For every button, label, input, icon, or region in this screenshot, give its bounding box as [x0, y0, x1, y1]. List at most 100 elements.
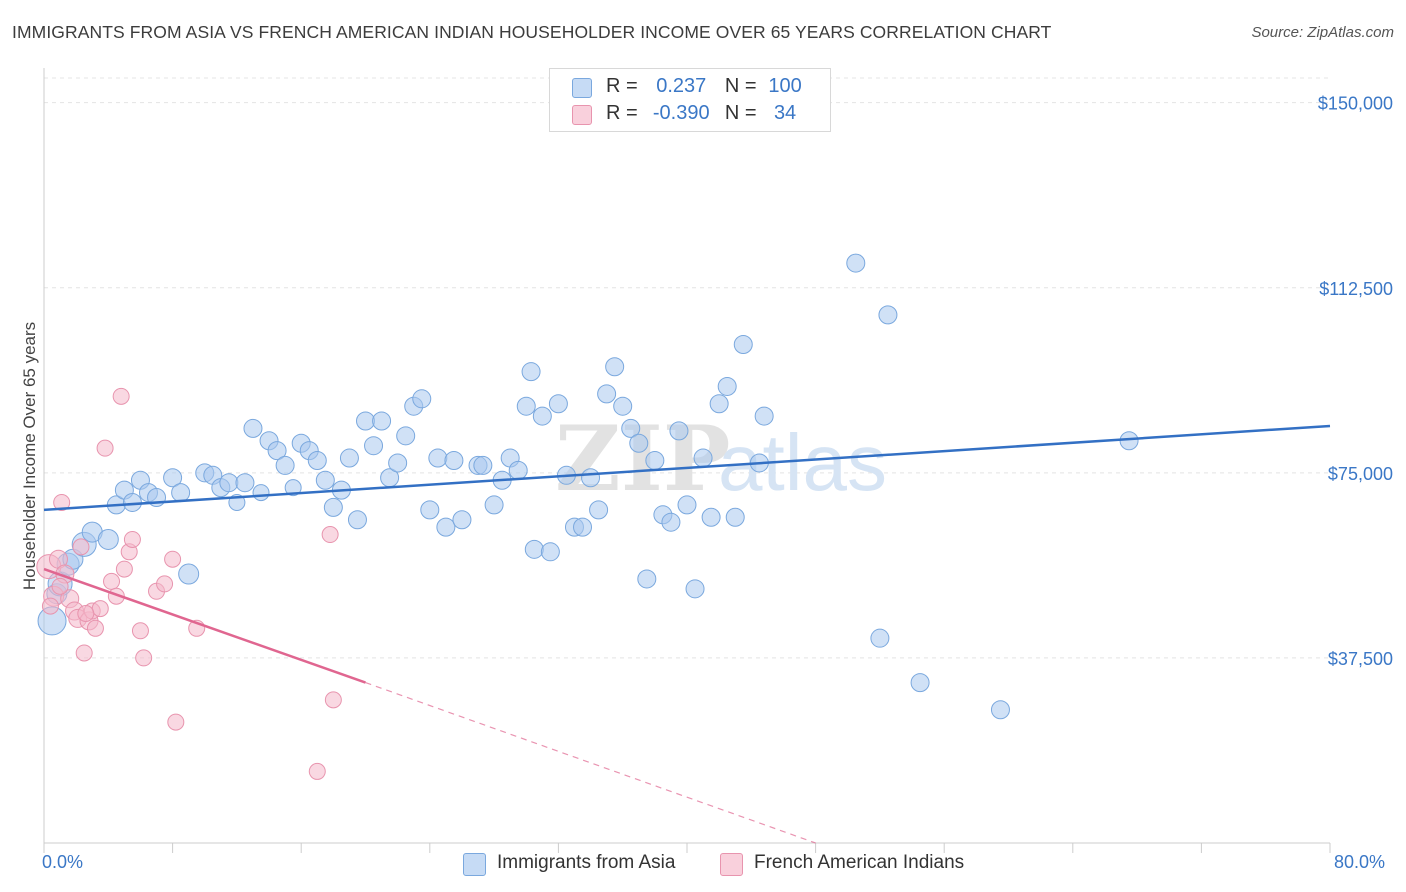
asia-point	[372, 411, 392, 431]
asia-point	[339, 448, 359, 468]
french-point	[41, 597, 59, 615]
legend-n-label: N =	[724, 75, 757, 97]
french-point	[321, 526, 339, 544]
french-point	[91, 600, 109, 618]
asia-point	[548, 394, 568, 414]
legend-r-label: R =	[606, 102, 638, 124]
french-point	[164, 550, 182, 568]
asia-point	[677, 495, 697, 515]
asia-point	[589, 500, 609, 520]
asia-point	[581, 468, 601, 488]
y-tick-label: $150,000	[1318, 94, 1393, 114]
asia-point	[605, 357, 625, 377]
correlation-legend: R = 0.237 N = 100 R = -0.390 N = 34	[549, 68, 831, 132]
asia-point	[669, 421, 689, 441]
asia-point	[685, 579, 705, 599]
asia-point	[629, 433, 649, 453]
legend-swatch-french	[572, 105, 592, 125]
legend-n-value-asia: 100	[768, 75, 802, 97]
legend-n-label: N =	[724, 102, 757, 124]
asia-point	[701, 507, 721, 527]
asia-point	[275, 455, 295, 475]
asia-point	[597, 384, 617, 404]
legend-swatch-asia	[572, 78, 592, 98]
asia-point	[97, 528, 119, 550]
french-point	[156, 575, 174, 593]
asia-point	[532, 406, 552, 426]
asia-point	[637, 569, 657, 589]
asia-point	[645, 451, 665, 470]
legend-r-value-asia: 0.237	[656, 75, 707, 97]
legend-r-label: R =	[606, 75, 638, 97]
asia-point	[524, 539, 544, 559]
asia-point	[284, 479, 302, 497]
asia-point	[171, 483, 191, 503]
source-label: Source: ZipAtlas.com	[1251, 24, 1394, 41]
asia-point	[484, 495, 504, 515]
french-trend-line	[43, 567, 366, 684]
asia-point	[910, 673, 930, 693]
bottom-legend-label-asia: Immigrants from Asia	[497, 852, 676, 873]
asia-point	[420, 500, 440, 520]
asia-point	[396, 426, 416, 446]
asia-point	[428, 448, 448, 468]
watermark-atlas: atlas	[718, 418, 887, 507]
asia-point	[388, 453, 408, 473]
asia-trend-line	[43, 424, 1331, 512]
french-point	[167, 713, 185, 731]
asia-point	[540, 542, 560, 562]
asia-point	[733, 335, 753, 355]
asia-point	[347, 510, 367, 530]
asia-point	[878, 305, 898, 325]
french-point	[72, 538, 90, 556]
asia-point	[178, 563, 200, 585]
asia-point	[521, 362, 541, 382]
asia-point	[436, 517, 456, 537]
asia-point	[315, 470, 335, 490]
asia-point	[990, 700, 1010, 720]
french-point	[77, 605, 95, 622]
legend-n-value-french: 34	[773, 102, 797, 124]
asia-point	[717, 376, 737, 396]
french-point	[115, 560, 133, 578]
french-point	[308, 762, 326, 780]
french-trend-extension	[365, 682, 816, 844]
asia-point	[452, 510, 472, 530]
asia-point	[516, 396, 536, 416]
asia-point	[870, 628, 890, 648]
asia-point	[621, 418, 641, 438]
asia-point	[267, 441, 287, 461]
asia-point	[235, 473, 255, 493]
asia-point	[508, 460, 528, 480]
bottom-legend-label-french: French American Indians	[754, 852, 965, 873]
asia-point	[412, 389, 432, 409]
asia-point	[573, 517, 593, 537]
french-point	[103, 572, 121, 590]
asia-point	[323, 497, 343, 517]
french-point	[96, 439, 114, 457]
asia-point	[473, 455, 493, 475]
asia-point	[307, 451, 327, 470]
asia-point	[709, 394, 729, 414]
asia-point	[163, 468, 183, 488]
asia-point	[661, 512, 681, 532]
x-tick-label-min: 0.0%	[42, 852, 84, 872]
asia-point	[356, 411, 375, 431]
asia-point	[1119, 431, 1139, 451]
asia-point	[252, 484, 270, 502]
bottom-legend-swatch-french	[720, 853, 743, 876]
french-point	[131, 622, 149, 640]
french-point	[324, 691, 342, 709]
bottom-legend-swatch-asia	[463, 853, 486, 876]
legend-r-value-french: -0.390	[652, 102, 710, 124]
french-point	[135, 649, 153, 667]
asia-point	[364, 436, 384, 456]
french-point	[53, 493, 71, 511]
y-tick-label: $112,500	[1319, 279, 1393, 299]
asia-point	[444, 451, 464, 470]
chart-title: IMMIGRANTS FROM ASIA VS FRENCH AMERICAN …	[12, 22, 1052, 42]
french-point	[123, 530, 141, 548]
french-point	[75, 644, 93, 662]
asia-point	[693, 448, 713, 468]
